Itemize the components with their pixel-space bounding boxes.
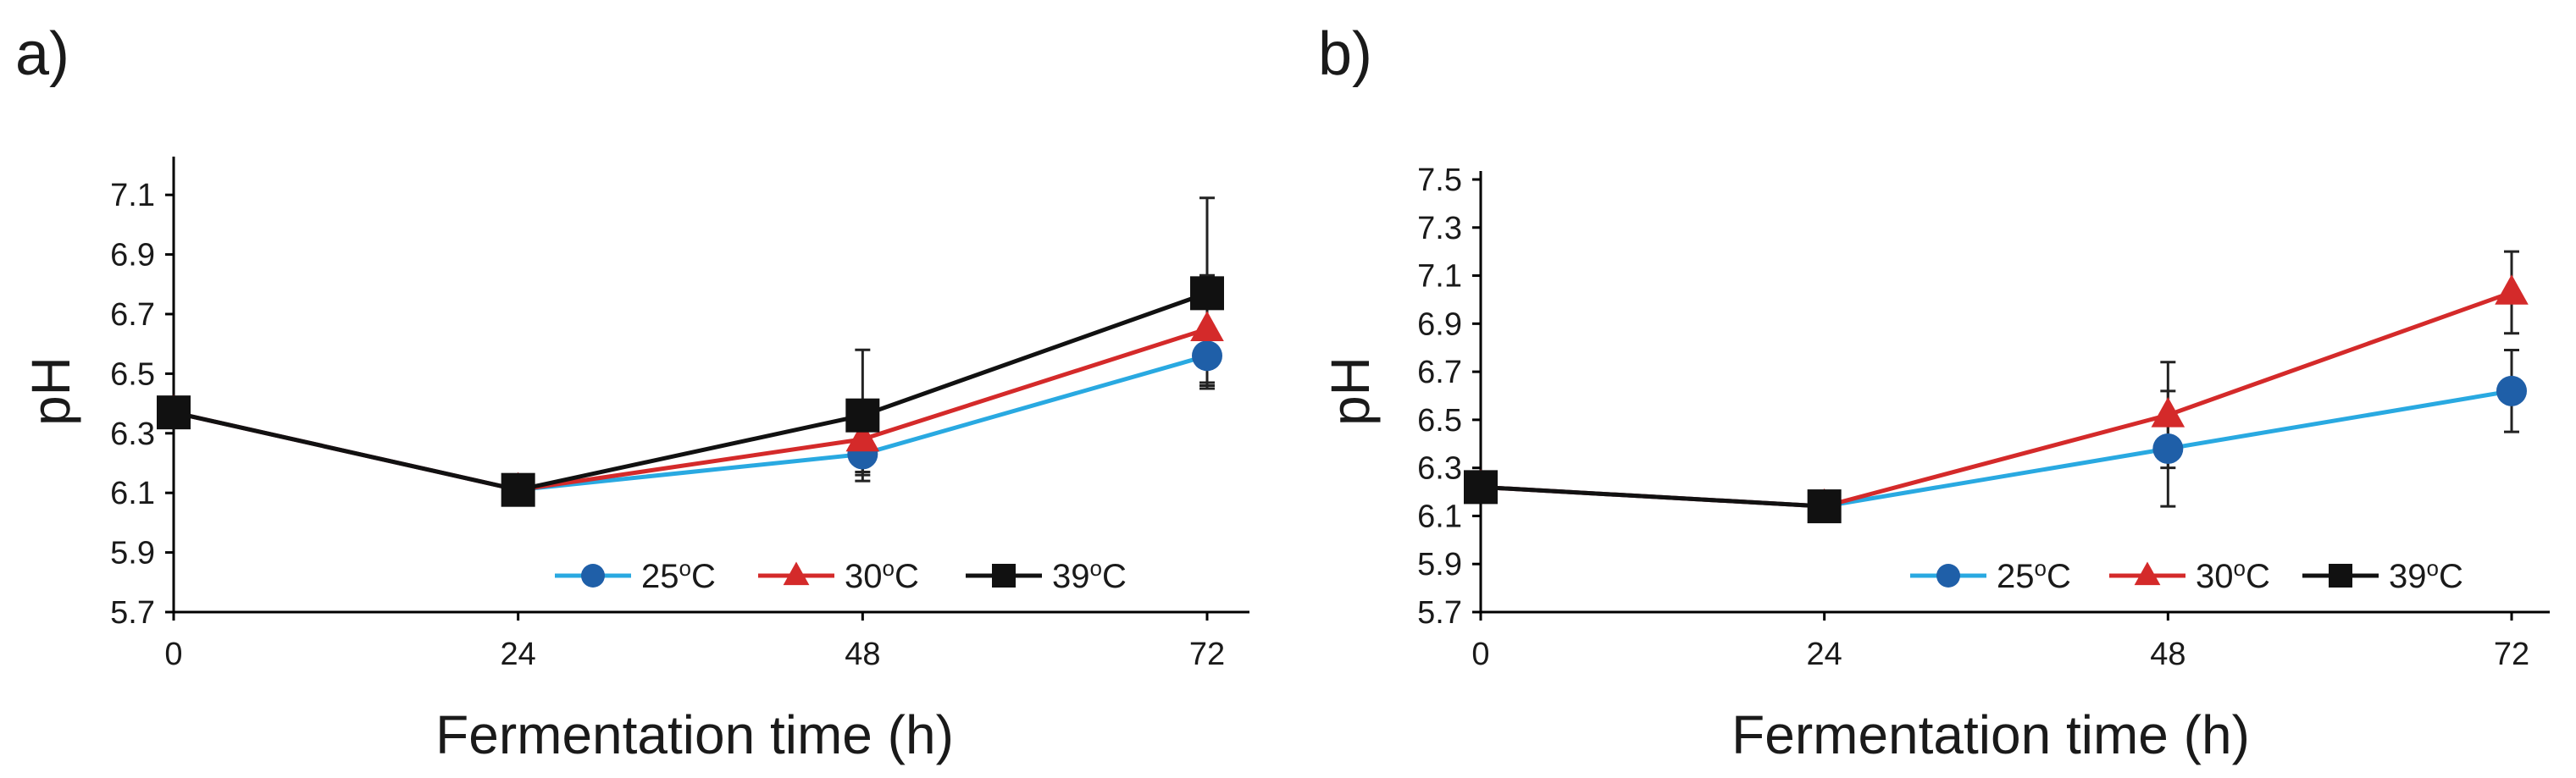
panel-b-legend-item-39: 39oC — [2302, 555, 2463, 595]
panel-a-series-30-point — [845, 421, 880, 452]
panel-a-legend-item-25: 25oC — [555, 555, 716, 595]
panel-a-legend-item-39: 39oC — [966, 555, 1127, 595]
panel-b-y-tick-label: 7.1 — [1417, 259, 1462, 295]
panel-a-series-39-point — [501, 472, 535, 507]
panel-a-series-25-line — [173, 353, 1208, 493]
panel-b-legend-label-30: 30oC — [2196, 555, 2270, 595]
panel-b-y-tick-label: 6.1 — [1417, 499, 1462, 534]
panel-a-legend-marker-39 — [992, 564, 1016, 588]
panel-b-y-axis-title: pH — [1320, 356, 1381, 426]
panel-a-y-tick-label: 7.1 — [110, 178, 155, 213]
panel-b-y-tick-label: 7.3 — [1417, 211, 1462, 246]
panel-a-legend-label-30: 30oC — [845, 555, 919, 595]
panel-b-series-39-point — [1807, 489, 1842, 524]
panel-b-x-tick-label: 72 — [2494, 637, 2529, 672]
panel-b-x-tick-label: 48 — [2150, 637, 2185, 672]
panel-b-y-tick-label: 7.5 — [1417, 163, 1462, 198]
panel-b-legend-label-39: 39oC — [2389, 555, 2463, 595]
panel-a-series-25-point — [1192, 340, 1222, 372]
panel-b-series-30-point — [2151, 397, 2185, 428]
panel-a-x-axis-title: Fermentation time (h) — [435, 704, 954, 765]
panel-b-series-30-line — [1480, 290, 2512, 509]
panel-b-legend-marker-39 — [2329, 564, 2352, 588]
panel-a-x-tick-label: 24 — [501, 637, 536, 672]
panel-b-y-tick-label: 6.5 — [1417, 403, 1462, 439]
panel-a-y-tick-label: 5.7 — [110, 595, 155, 631]
panel-a-series-39-point — [845, 398, 880, 433]
panel-b-series-25-point — [2152, 433, 2184, 464]
panel-b-y-tick-label: 5.9 — [1417, 547, 1462, 582]
panel-a-x-tick-label: 0 — [164, 637, 182, 672]
panel-b-x-tick-label: 24 — [1807, 637, 1842, 672]
panel-b-legend-item-25: 25oC — [1910, 555, 2071, 595]
panel-b-label: b) — [1318, 20, 1372, 88]
panel-a-series-30-line — [173, 327, 1208, 493]
panel-a-plot-area: 5.7 5.9 6.1 6.3 6.5 6.7 6.9 7.1 0 24 48 72 25oC 30oC 3… — [110, 157, 1249, 672]
panel-b-legend-item-30: 30oC — [2109, 555, 2270, 595]
panel-b-y-tick-label: 6.3 — [1417, 451, 1462, 487]
panel-a-series-39-point — [157, 395, 191, 430]
panel-b-x-tick-label: 0 — [1471, 637, 1489, 672]
panel-a-y-tick-label: 6.9 — [110, 238, 155, 273]
panel-a-x-tick-label: 48 — [845, 637, 880, 672]
panel-b-series-39-point — [1464, 470, 1498, 505]
panel-a-y-tick-label: 6.5 — [110, 356, 155, 392]
panel-a-legend-item-30: 30oC — [758, 555, 919, 595]
panel-b: b) pH Fermentation time (h) 5.7 5.9 6.1 6.3… — [1318, 20, 2550, 765]
panel-a-label: a) — [15, 20, 69, 88]
panel-a-y-tick-label: 6.3 — [110, 417, 155, 452]
panel-a-legend-label-39: 39oC — [1052, 555, 1127, 595]
panel-b-series-39-line — [1480, 484, 1825, 509]
panel-a-x-tick-label: 72 — [1189, 637, 1225, 672]
panel-a-series-30-point — [1190, 311, 1224, 341]
panel-b-y-tick-label: 6.9 — [1417, 306, 1462, 342]
panel-a-y-tick-label: 6.1 — [110, 476, 155, 511]
panel-b-series-30-point — [2495, 274, 2529, 305]
panel-b-y-tick-label: 5.7 — [1417, 595, 1462, 631]
panel-b-legend-marker-30 — [2134, 561, 2161, 586]
panel-a-legend-label-25: 25oC — [641, 555, 716, 595]
panel-a: a) pH Fermentation time (h) 5.7 5.9 6.1 6.3… — [15, 20, 1249, 765]
panel-a-y-tick-label: 6.7 — [110, 297, 155, 333]
panel-b-legend-marker-25 — [1936, 564, 1960, 588]
panel-a-series-39-line — [173, 291, 1208, 493]
panel-a-legend-marker-30 — [783, 561, 810, 586]
panel-a-y-axis-title: pH — [20, 356, 81, 426]
panel-b-plot-area: 5.7 5.9 6.1 6.3 6.5 6.7 6.9 7.1 7.3 7.5 0 24 48 72 25o… — [1417, 163, 2550, 672]
panel-b-series-25-point — [2496, 375, 2527, 406]
panel-b-legend-label-25: 25oC — [1997, 555, 2071, 595]
panel-a-legend-marker-25 — [581, 564, 605, 588]
panel-a-series-39-point — [1190, 276, 1224, 311]
panel-a-y-tick-label: 5.9 — [110, 536, 155, 571]
panel-b-series-25-line — [1480, 389, 2512, 509]
panel-b-y-tick-label: 6.7 — [1417, 355, 1462, 390]
panel-b-x-axis-title: Fermentation time (h) — [1731, 704, 2250, 765]
